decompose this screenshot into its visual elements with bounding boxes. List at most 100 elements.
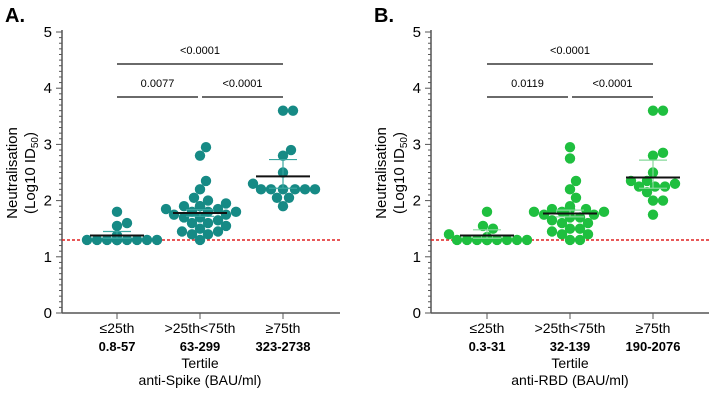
data-point: [647, 209, 659, 220]
category-label: ≥75th: [636, 320, 671, 336]
y-label-end: ): [22, 132, 39, 137]
y-tick-label: 1: [413, 249, 421, 266]
panel-a: A. Neutralisation(Log10 ID50) 0 1 2 3 4 5 ≤25th 0…: [4, 5, 340, 388]
data-point: [121, 217, 133, 229]
data-point: [230, 206, 242, 218]
data-point: [141, 234, 153, 246]
p-value-label: 0.0119: [511, 78, 544, 90]
panel-label: B.: [374, 5, 394, 27]
data-point: [546, 226, 558, 237]
data-point: [546, 203, 558, 215]
data-point: [160, 203, 172, 215]
data-point: [277, 184, 289, 195]
data-point: [188, 192, 200, 203]
data-point: [491, 234, 503, 246]
data-point: [111, 206, 123, 218]
data-point: [186, 229, 198, 240]
data-point: [647, 105, 659, 116]
data-point: [501, 234, 513, 246]
y-axis-label: Neutralisation(Log10 ID50): [373, 127, 410, 219]
y-tick-label: 2: [413, 193, 421, 210]
data-point: [247, 178, 259, 189]
y-tick-label: 0: [44, 305, 52, 322]
data-point: [574, 223, 586, 234]
data-point: [659, 181, 671, 192]
data-point: [528, 206, 540, 218]
data-point: [582, 217, 594, 229]
y-label-sub: 50: [399, 137, 410, 149]
data-point: [202, 229, 214, 240]
data-point: [283, 192, 295, 203]
y-tick-label: 2: [44, 193, 52, 210]
category-range: 323-2738: [256, 339, 311, 354]
data-point: [538, 209, 550, 220]
y-label-line1: Neutralisation: [4, 127, 21, 219]
data-point: [657, 195, 669, 206]
data-point: [564, 153, 576, 164]
p-value-label: <0.0001: [592, 78, 632, 90]
data-point: [277, 105, 289, 116]
p-value-label: <0.0001: [180, 45, 220, 57]
data-point: [556, 217, 568, 229]
data-point: [151, 234, 163, 246]
data-point: [309, 184, 321, 195]
p-value-label: <0.0001: [550, 45, 590, 57]
data-point: [91, 234, 103, 246]
data-point: [471, 234, 483, 246]
data-point: [200, 175, 212, 187]
category-label: ≤25th: [100, 320, 135, 336]
data-point: [582, 229, 594, 240]
y-tick-label: 3: [413, 136, 421, 153]
category-label: ≤25th: [470, 320, 505, 336]
data-point: [299, 184, 311, 195]
data-point: [574, 234, 586, 246]
data-point: [81, 234, 93, 246]
data-point: [570, 175, 582, 187]
data-point: [487, 223, 499, 234]
category-label: >25th<75th: [165, 320, 236, 336]
data-point: [564, 201, 576, 212]
data-point: [194, 184, 206, 195]
data-point: [271, 192, 283, 203]
data-point: [255, 184, 267, 195]
x-axis-label-2: anti-Spike (BAU/ml): [139, 372, 262, 388]
data-point: [481, 206, 493, 218]
y-axis-label: Neutralisation(Log10 ID50): [4, 127, 41, 219]
data-point: [657, 105, 669, 116]
data-point: [287, 105, 299, 116]
x-axis-label-2: anti-RBD (BAU/ml): [511, 372, 628, 388]
panel-b: B. Neutralisation(Log10 ID50) 0 1 2 3 4 5 ≤25th 0…: [373, 5, 709, 388]
data-point: [212, 226, 224, 237]
category-label: ≥75th: [266, 320, 301, 336]
data-point: [212, 203, 224, 215]
data-point: [633, 181, 645, 192]
data-point: [511, 234, 523, 246]
data-point: [521, 234, 533, 246]
data-point: [647, 150, 659, 161]
y-tick-label: 3: [44, 136, 52, 153]
data-point: [200, 142, 212, 153]
data-point: [220, 198, 232, 209]
data-point: [564, 234, 576, 246]
data-point: [461, 234, 473, 246]
data-point: [194, 223, 206, 234]
data-point: [202, 217, 214, 229]
category-label: >25th<75th: [535, 320, 606, 336]
data-point: [202, 195, 214, 206]
data-point: [194, 234, 206, 246]
data-point: [220, 220, 232, 232]
data-point: [641, 186, 653, 198]
y-label-line2: (Log10 ID: [22, 148, 39, 214]
data-point: [265, 184, 277, 195]
data-point: [178, 212, 190, 223]
data-point: [194, 212, 206, 223]
data-point: [178, 201, 190, 212]
data-point: [443, 229, 455, 240]
y-label-sub: 50: [30, 137, 41, 149]
data-point: [131, 234, 143, 246]
p-value-label: <0.0001: [222, 78, 262, 90]
data-point: [580, 203, 592, 215]
data-point: [647, 195, 659, 206]
data-point: [564, 184, 576, 195]
